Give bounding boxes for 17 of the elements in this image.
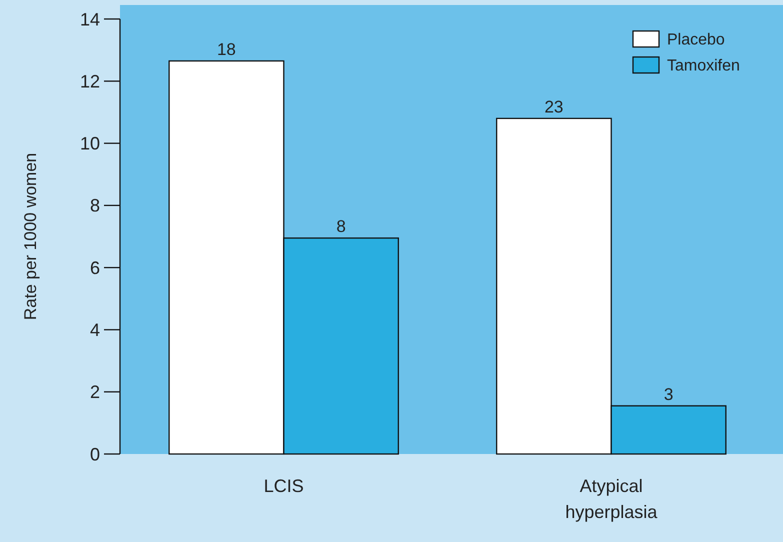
- legend-label: Tamoxifen: [667, 58, 740, 75]
- y-tick-label: 6: [90, 258, 100, 278]
- y-tick-label: 2: [90, 382, 100, 402]
- y-tick-label: 8: [90, 196, 100, 216]
- y-tick-label: 12: [80, 71, 100, 92]
- annotation: 23: [544, 97, 564, 116]
- x-tick-label: LCIS: [264, 476, 304, 496]
- annotation: 3: [664, 384, 674, 404]
- y-tick-label: 4: [90, 320, 100, 340]
- annotation: 18: [216, 40, 236, 59]
- y-axis-title: Rate per 1000 women: [21, 152, 40, 320]
- y-tick-label: 14: [80, 9, 100, 30]
- legend-label: Placebo: [667, 32, 725, 49]
- annotation: 8: [336, 217, 346, 236]
- y-tick-label: 0: [90, 444, 100, 464]
- y-tick-label: 10: [80, 134, 100, 154]
- x-tick-label: Atypical hyperplasia: [565, 476, 658, 522]
